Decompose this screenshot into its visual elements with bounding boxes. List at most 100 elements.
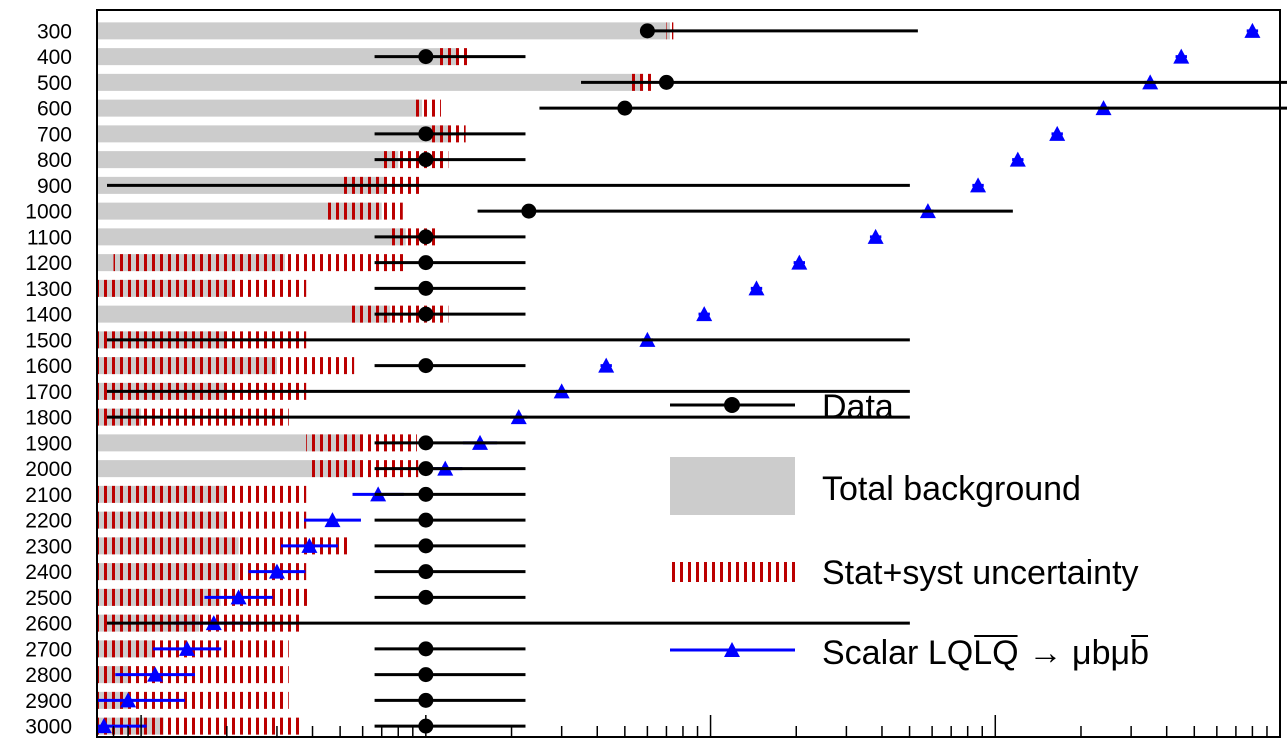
signal-point [970, 177, 987, 193]
signal-point [791, 254, 808, 270]
y-tick-label: 2800 [25, 664, 72, 687]
y-tick-label: 2500 [25, 587, 72, 610]
data-points [107, 23, 1287, 734]
y-tick-label: 1600 [25, 355, 72, 378]
data-point [418, 306, 434, 322]
y-tick-label: 1100 [27, 226, 72, 249]
y-tick-label: 900 [37, 175, 72, 198]
signal-point [1009, 151, 1026, 167]
legend-entry-background: Total background [670, 457, 1081, 515]
background-bar [98, 460, 363, 478]
plot-frame [96, 9, 1281, 738]
legend-signal-label: Scalar LQLQ → μbμb [822, 634, 1149, 672]
data-point [418, 461, 434, 477]
signal-point [748, 280, 765, 296]
background-bar [98, 228, 406, 246]
y-tick-label: 500 [37, 72, 72, 95]
uncertainty-band [97, 588, 310, 606]
y-tick-label: 2200 [25, 510, 72, 533]
data-point [521, 203, 537, 219]
uncertainty-band [412, 99, 441, 117]
legend: Data Total background Stat+syst uncertai… [670, 388, 1149, 672]
y-tick-label: 2100 [25, 484, 72, 507]
uncertainty-band [306, 434, 417, 452]
y-tick-label: 2400 [25, 561, 72, 584]
legend-uncertainty-label: Stat+syst uncertainty [822, 554, 1139, 592]
y-tick-label: 1500 [25, 329, 72, 352]
y-tick-label: 1400 [25, 304, 72, 327]
uncertainty-band [97, 691, 289, 709]
y-tick-label: 600 [37, 98, 72, 121]
legend-data-label: Data [822, 388, 894, 426]
background-bar [98, 305, 391, 323]
y-tick-label: 2000 [25, 458, 72, 481]
data-point [418, 255, 434, 271]
uncertainty-band [309, 460, 419, 478]
signal-point [1173, 48, 1190, 64]
y-tick-label: 3000 [25, 716, 72, 739]
background-bar [98, 99, 423, 117]
uncertainty-band [97, 485, 307, 503]
data-point [418, 564, 434, 580]
uncertainty-band [97, 511, 307, 529]
data-point [418, 435, 434, 451]
y-tick-label: 2300 [25, 535, 72, 558]
signal-point [1244, 22, 1261, 38]
data-point [639, 23, 655, 39]
y-tick-label: 2700 [25, 638, 72, 661]
signal-point [268, 563, 285, 579]
uncertainty-band [327, 202, 403, 220]
uncertainty-band [97, 357, 355, 375]
background-bar [98, 22, 670, 40]
background-bar [98, 202, 382, 220]
uncertainty-band [97, 563, 307, 581]
signal-point [1049, 125, 1066, 141]
data-point [418, 280, 434, 296]
data-point [418, 512, 434, 528]
data-point [418, 538, 434, 554]
signal-point [301, 537, 318, 553]
signal-point [867, 228, 884, 244]
signal-point [598, 357, 615, 373]
legend-uncertainty-swatch [670, 562, 795, 582]
signal-point [120, 692, 137, 708]
background-bar [98, 48, 459, 66]
y-tick-label: 700 [37, 123, 72, 146]
data-point [617, 100, 633, 116]
data-point [418, 49, 434, 65]
legend-entry-uncertainty: Stat+syst uncertainty [670, 554, 1139, 592]
uncertainty-band [97, 279, 307, 297]
data-point [418, 126, 434, 142]
legend-signal-arrow: → μbμ [1029, 634, 1131, 672]
legend-signal-prefix: Scalar LQ [822, 634, 973, 672]
y-tick-label: 1700 [25, 381, 72, 404]
y-tick-label: 2900 [25, 690, 72, 713]
data-point [418, 641, 434, 657]
y-tick-label: 2600 [25, 613, 72, 636]
y-tick-label: 1200 [25, 252, 72, 275]
data-point [658, 74, 674, 90]
signal-point [230, 589, 247, 605]
legend-entry-data: Data [670, 388, 894, 426]
x-axis-ticks [96, 715, 1281, 737]
data-point [418, 152, 434, 168]
uncertainty-band [97, 717, 300, 735]
legend-entry-signal: Scalar LQLQ → μbμb [670, 634, 1149, 672]
y-tick-label: 400 [37, 46, 72, 69]
y-tick-label: 1000 [25, 201, 72, 224]
y-tick-label: 1900 [25, 432, 72, 455]
y-tick-label: 300 [37, 20, 72, 43]
data-point [418, 589, 434, 605]
background-bar [98, 125, 449, 143]
uncertainty-band [97, 537, 352, 555]
legend-signal-overbar2: b [1130, 634, 1149, 672]
uncertainty-band [113, 254, 406, 272]
signal-point [147, 666, 164, 682]
legend-background-label: Total background [822, 470, 1081, 508]
data-point [418, 667, 434, 683]
legend-signal-overbar: LQ [973, 634, 1018, 672]
signal-point [95, 718, 112, 734]
signal-point [179, 640, 196, 656]
